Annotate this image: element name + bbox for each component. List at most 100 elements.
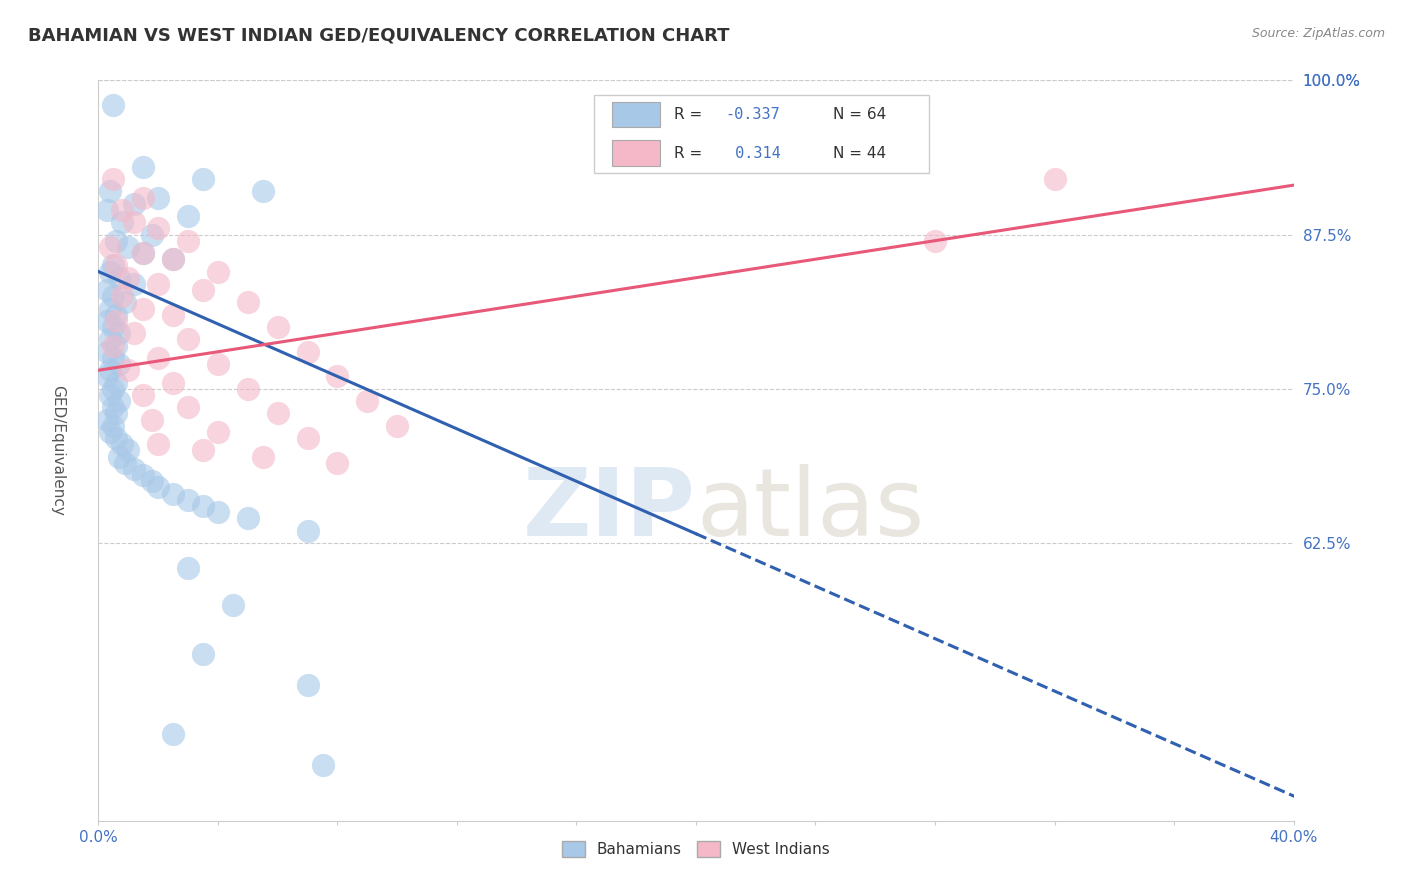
- Text: N = 44: N = 44: [834, 146, 887, 161]
- Text: N = 64: N = 64: [834, 107, 887, 122]
- Point: [111, 289, 134, 303]
- Point: [108, 450, 131, 464]
- Point: [132, 246, 155, 260]
- Point: [114, 295, 136, 310]
- FancyBboxPatch shape: [613, 140, 661, 166]
- Point: [236, 382, 259, 396]
- Point: [103, 289, 125, 303]
- Point: [191, 647, 214, 661]
- Point: [177, 234, 200, 248]
- Point: [177, 492, 200, 507]
- Point: [148, 277, 170, 291]
- Point: [236, 295, 259, 310]
- Point: [132, 246, 155, 260]
- Point: [326, 456, 349, 470]
- Point: [222, 598, 245, 612]
- Point: [141, 227, 163, 242]
- Point: [98, 388, 122, 402]
- Point: [103, 320, 125, 334]
- Point: [105, 407, 128, 421]
- Point: [96, 283, 118, 297]
- Point: [162, 486, 184, 500]
- Text: ZIP: ZIP: [523, 464, 696, 556]
- Text: Source: ZipAtlas.com: Source: ZipAtlas.com: [1251, 27, 1385, 40]
- Point: [132, 301, 155, 316]
- Point: [111, 437, 134, 451]
- Point: [267, 407, 290, 421]
- Point: [191, 283, 214, 297]
- Point: [103, 351, 125, 365]
- Point: [98, 363, 122, 377]
- Point: [148, 221, 170, 235]
- Point: [191, 443, 214, 458]
- Point: [356, 394, 378, 409]
- Point: [98, 185, 122, 199]
- Point: [162, 252, 184, 267]
- Point: [162, 252, 184, 267]
- Point: [117, 363, 139, 377]
- Point: [108, 357, 131, 371]
- Point: [124, 215, 146, 229]
- Text: R =: R =: [675, 146, 707, 161]
- Point: [98, 425, 122, 439]
- Point: [105, 314, 128, 328]
- Point: [96, 314, 118, 328]
- Point: [124, 277, 146, 291]
- Text: -0.337: -0.337: [725, 107, 780, 122]
- Point: [267, 320, 290, 334]
- Point: [177, 332, 200, 346]
- Point: [96, 412, 118, 426]
- Point: [132, 388, 155, 402]
- Point: [311, 758, 333, 772]
- Legend: Bahamians, West Indians: Bahamians, West Indians: [554, 833, 838, 865]
- Point: [96, 344, 118, 359]
- Point: [105, 308, 128, 322]
- Point: [207, 425, 229, 439]
- Point: [114, 456, 136, 470]
- Point: [117, 270, 139, 285]
- Point: [124, 326, 146, 341]
- Text: R =: R =: [675, 107, 707, 122]
- Point: [252, 450, 274, 464]
- Point: [924, 234, 946, 248]
- Point: [98, 240, 122, 254]
- Point: [105, 431, 128, 445]
- Text: BAHAMIAN VS WEST INDIAN GED/EQUIVALENCY CORRELATION CHART: BAHAMIAN VS WEST INDIAN GED/EQUIVALENCY …: [28, 27, 730, 45]
- Point: [98, 264, 122, 278]
- Point: [297, 431, 319, 445]
- Point: [108, 326, 131, 341]
- Point: [148, 437, 170, 451]
- Point: [162, 376, 184, 390]
- Point: [124, 462, 146, 476]
- Point: [191, 499, 214, 513]
- Point: [177, 209, 200, 223]
- Point: [96, 202, 118, 217]
- Point: [177, 560, 200, 574]
- Point: [124, 196, 146, 211]
- Point: [105, 338, 128, 352]
- Point: [1043, 172, 1066, 186]
- Point: [103, 418, 125, 433]
- Point: [326, 369, 349, 384]
- Point: [103, 382, 125, 396]
- Text: atlas: atlas: [696, 464, 924, 556]
- Point: [111, 215, 134, 229]
- Point: [141, 475, 163, 489]
- FancyBboxPatch shape: [613, 102, 661, 128]
- Point: [162, 727, 184, 741]
- Point: [132, 160, 155, 174]
- Point: [177, 401, 200, 415]
- Point: [162, 308, 184, 322]
- Point: [98, 332, 122, 346]
- Point: [103, 98, 125, 112]
- Point: [117, 240, 139, 254]
- Point: [207, 264, 229, 278]
- Point: [207, 505, 229, 519]
- Point: [105, 234, 128, 248]
- Point: [103, 338, 125, 352]
- Point: [105, 376, 128, 390]
- Point: [103, 172, 125, 186]
- Point: [148, 351, 170, 365]
- Point: [96, 369, 118, 384]
- Point: [141, 412, 163, 426]
